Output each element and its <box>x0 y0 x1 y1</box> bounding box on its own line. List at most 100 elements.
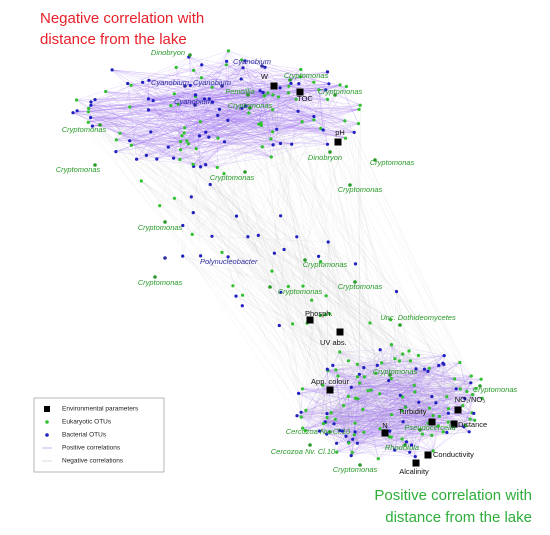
edge <box>276 87 281 130</box>
otu-dot <box>146 97 150 101</box>
edge <box>328 241 353 453</box>
edge <box>227 60 246 257</box>
edge <box>371 389 483 399</box>
edge <box>192 119 315 235</box>
edge <box>322 385 372 391</box>
otu-dot <box>373 158 377 162</box>
otu-dot <box>321 383 325 387</box>
otu-dot <box>259 121 263 125</box>
edge <box>262 92 272 158</box>
edge <box>326 413 447 433</box>
edge <box>337 375 390 432</box>
edge <box>342 390 369 432</box>
edge <box>271 270 470 432</box>
edge <box>328 83 423 435</box>
legend-label: Environmental parameters <box>62 406 139 413</box>
node-label: Cyanobium <box>151 78 189 87</box>
legend-label: Positive correlations <box>62 445 121 452</box>
edge <box>354 368 430 424</box>
edge <box>302 388 433 421</box>
otu-dot <box>240 58 244 62</box>
edge <box>354 369 425 433</box>
edge <box>129 140 355 435</box>
edge <box>94 99 154 101</box>
edge <box>351 407 406 456</box>
edge <box>130 85 197 149</box>
node-label: Cryptomonas <box>62 125 107 134</box>
edge <box>116 139 274 146</box>
otu-dot <box>404 405 408 409</box>
edge <box>351 367 364 456</box>
edge <box>204 98 272 140</box>
edge <box>112 69 359 124</box>
otu-dot <box>401 395 405 399</box>
otu-dot <box>397 359 401 363</box>
edge <box>351 387 415 393</box>
edge <box>192 83 292 165</box>
edge <box>377 362 460 366</box>
otu-dot <box>358 103 362 107</box>
otu-dot <box>310 298 314 302</box>
edge <box>180 60 246 150</box>
edge <box>331 382 471 413</box>
edge <box>271 271 302 418</box>
otu-dot <box>434 401 438 405</box>
edge <box>217 115 346 139</box>
otu-dot <box>181 223 185 228</box>
edge <box>325 374 360 423</box>
edge <box>129 140 197 149</box>
otu-dot <box>324 294 328 298</box>
otu-dot <box>465 389 469 394</box>
edge <box>170 105 218 168</box>
edge <box>188 56 273 132</box>
edge <box>344 120 461 363</box>
edge <box>348 408 430 444</box>
edge <box>351 387 381 429</box>
edge <box>200 95 265 122</box>
edge <box>227 256 335 424</box>
edge <box>209 98 249 114</box>
edge <box>168 115 218 148</box>
edge <box>192 108 243 165</box>
edge <box>180 121 201 150</box>
edge <box>178 104 228 121</box>
otu-dot <box>407 349 411 353</box>
edge <box>270 99 297 140</box>
edge <box>105 91 246 107</box>
edge <box>217 167 433 421</box>
otu-dot <box>317 88 321 92</box>
edge <box>313 82 328 145</box>
edge <box>76 110 337 453</box>
edge <box>76 99 180 160</box>
edge <box>379 393 475 421</box>
edge <box>276 119 314 130</box>
edge <box>322 385 461 390</box>
edge <box>168 104 179 148</box>
edge <box>116 78 242 141</box>
edge <box>181 135 272 158</box>
otu-dot <box>153 275 157 279</box>
edge <box>90 77 202 106</box>
edge <box>325 420 433 423</box>
edge <box>357 383 360 444</box>
edge <box>363 367 471 420</box>
edge <box>195 89 326 96</box>
edge <box>131 132 185 146</box>
edge <box>367 390 439 426</box>
edge <box>327 355 445 371</box>
otu-dot <box>468 417 472 421</box>
edge <box>375 349 381 374</box>
edge <box>325 368 430 423</box>
otu-dot <box>325 142 330 146</box>
edge <box>355 378 392 399</box>
edge <box>291 111 299 145</box>
edge <box>355 398 447 433</box>
edge <box>337 375 415 393</box>
edge <box>280 143 473 395</box>
edge <box>402 353 477 389</box>
edge <box>72 112 180 160</box>
otu-dot <box>178 148 183 152</box>
edge <box>94 99 181 160</box>
edge <box>129 56 189 108</box>
edge <box>301 406 406 418</box>
